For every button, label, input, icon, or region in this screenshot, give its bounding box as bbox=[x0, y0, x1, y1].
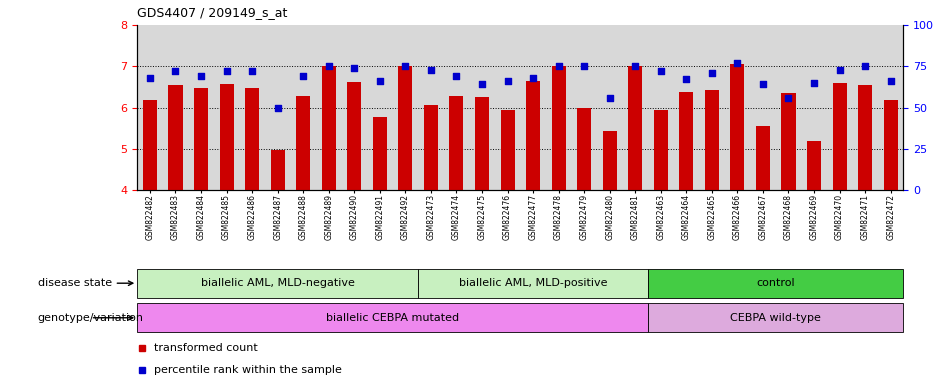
Bar bbox=[137, 268, 418, 298]
Point bbox=[321, 63, 337, 69]
Point bbox=[525, 75, 540, 81]
Bar bbox=[418, 268, 648, 298]
Point bbox=[397, 63, 412, 69]
Text: biallelic CEBPA mutated: biallelic CEBPA mutated bbox=[326, 313, 459, 323]
Bar bbox=[322, 66, 336, 190]
Point bbox=[142, 75, 157, 81]
Point bbox=[372, 78, 387, 84]
Point bbox=[729, 60, 745, 66]
Point bbox=[219, 68, 234, 74]
Point bbox=[627, 63, 642, 69]
Bar bbox=[398, 66, 412, 190]
Point bbox=[346, 65, 361, 71]
Point bbox=[167, 68, 183, 74]
Point bbox=[551, 63, 566, 69]
Text: percentile rank within the sample: percentile rank within the sample bbox=[154, 365, 342, 375]
Point bbox=[653, 68, 668, 74]
Bar bbox=[424, 104, 438, 190]
Bar bbox=[648, 268, 903, 298]
Bar bbox=[577, 108, 591, 190]
Bar bbox=[526, 81, 540, 190]
Text: control: control bbox=[757, 278, 795, 288]
Bar bbox=[347, 82, 361, 190]
Point bbox=[704, 70, 719, 76]
Text: disease state: disease state bbox=[38, 278, 132, 288]
Bar bbox=[705, 90, 719, 190]
Point bbox=[780, 94, 796, 101]
Bar bbox=[648, 303, 903, 333]
Bar bbox=[756, 126, 770, 190]
Point bbox=[423, 66, 438, 73]
Point bbox=[295, 73, 310, 79]
Bar bbox=[449, 96, 464, 190]
Point bbox=[678, 76, 693, 83]
Point bbox=[755, 81, 770, 88]
Bar bbox=[884, 100, 898, 190]
Text: CEBPA wild-type: CEBPA wild-type bbox=[730, 313, 821, 323]
Point bbox=[832, 66, 847, 73]
Text: biallelic AML, MLD-negative: biallelic AML, MLD-negative bbox=[201, 278, 355, 288]
Bar bbox=[137, 303, 648, 333]
Bar bbox=[603, 131, 617, 190]
Point bbox=[474, 81, 489, 88]
Bar bbox=[781, 93, 796, 190]
Bar bbox=[679, 92, 693, 190]
Point bbox=[271, 104, 286, 111]
Bar bbox=[219, 84, 234, 190]
Bar bbox=[628, 66, 642, 190]
Text: GDS4407 / 209149_s_at: GDS4407 / 209149_s_at bbox=[137, 6, 288, 19]
Point bbox=[576, 63, 591, 69]
Bar bbox=[296, 96, 310, 190]
Point bbox=[806, 80, 821, 86]
Bar bbox=[271, 150, 285, 190]
Point bbox=[883, 78, 898, 84]
Bar bbox=[552, 66, 566, 190]
Bar bbox=[654, 111, 668, 190]
Bar bbox=[500, 109, 515, 190]
Bar bbox=[807, 141, 821, 190]
Bar bbox=[168, 85, 183, 190]
Bar bbox=[858, 85, 872, 190]
Point bbox=[857, 63, 872, 69]
Bar bbox=[730, 64, 745, 190]
Point bbox=[499, 78, 515, 84]
Point bbox=[244, 68, 259, 74]
Bar bbox=[245, 88, 259, 190]
Bar bbox=[475, 97, 489, 190]
Point bbox=[448, 73, 464, 79]
Text: transformed count: transformed count bbox=[154, 343, 258, 353]
Bar bbox=[832, 83, 847, 190]
Point bbox=[602, 94, 617, 101]
Bar bbox=[194, 88, 208, 190]
Point bbox=[193, 73, 208, 79]
Text: biallelic AML, MLD-positive: biallelic AML, MLD-positive bbox=[459, 278, 607, 288]
Bar bbox=[373, 117, 387, 190]
Text: genotype/variation: genotype/variation bbox=[38, 313, 144, 323]
Bar bbox=[143, 100, 157, 190]
